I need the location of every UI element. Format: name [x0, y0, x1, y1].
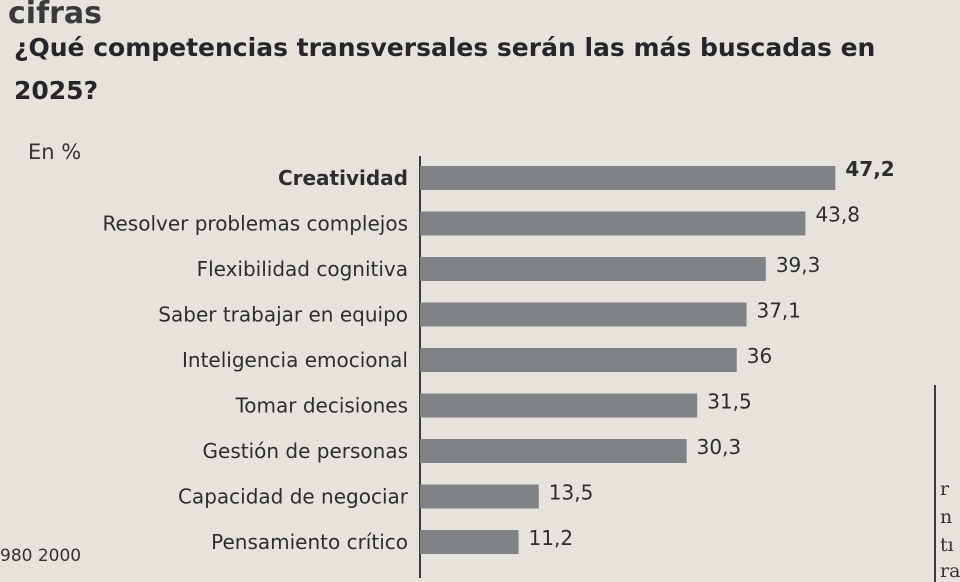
category-label-1: Creatividad — [278, 166, 408, 190]
bar-3 — [420, 257, 766, 281]
bar-4 — [420, 302, 747, 327]
value-label-5: 36 — [747, 344, 772, 368]
adjacent-column-rule — [934, 385, 936, 582]
value-label-2: 43,8 — [815, 203, 860, 227]
category-label-4: Saber trabajar en equipo — [158, 303, 408, 327]
value-label-9: 11,2 — [529, 526, 574, 550]
bar-5 — [420, 348, 737, 372]
category-label-2: Resolver problemas complejos — [102, 212, 408, 236]
bar-9 — [420, 530, 519, 554]
bar-2 — [420, 211, 806, 236]
side-fragment-4: ra — [940, 560, 960, 582]
category-label-3: Flexibilidad cognitiva — [197, 257, 408, 281]
category-label-8: Capacidad de negociar — [178, 485, 409, 509]
side-fragment-3: tı — [940, 534, 954, 556]
units-label: En % — [28, 140, 82, 164]
value-label-1: 47,2 — [845, 157, 894, 181]
category-label-7: Gestión de personas — [203, 439, 408, 463]
category-label-6: Tomar decisiones — [234, 394, 408, 418]
value-label-8: 13,5 — [549, 481, 594, 505]
value-label-7: 30,3 — [697, 435, 742, 459]
section-label: cifras — [8, 0, 103, 31]
side-fragment-2: n — [940, 506, 953, 528]
chart-title: ¿Qué competencias transversales serán la… — [14, 33, 876, 105]
bar-8 — [420, 484, 539, 509]
bar-1 — [420, 166, 836, 190]
side-fragment-1: r — [940, 478, 950, 500]
category-label-9: Pensamiento crítico — [211, 530, 408, 554]
bar-6 — [420, 393, 698, 418]
value-label-6: 31,5 — [707, 390, 752, 414]
value-label-3: 39,3 — [776, 253, 821, 277]
category-label-5: Inteligencia emocional — [182, 348, 408, 372]
axis-note: 980 2000 — [0, 546, 82, 566]
value-label-4: 37,1 — [756, 299, 801, 323]
bar-7 — [420, 439, 687, 463]
